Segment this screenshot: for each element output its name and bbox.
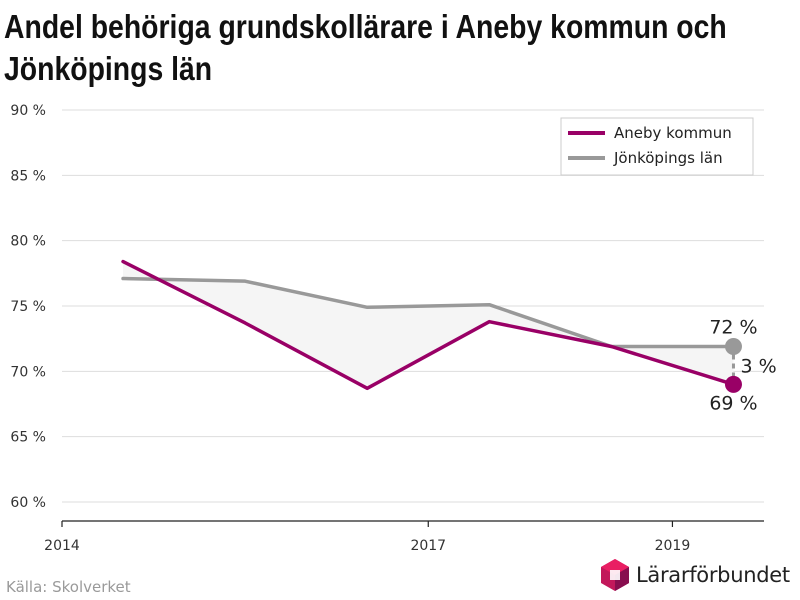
legend-item-aneby-label: Aneby kommun <box>614 124 732 142</box>
x-tick-labels: 2014 2017 2019 <box>44 538 690 554</box>
y-tick-label: 70 % <box>10 364 46 380</box>
y-tick-label: 85 % <box>10 168 46 184</box>
y-tick-label: 90 % <box>10 103 46 119</box>
x-tick-label: 2019 <box>655 538 691 554</box>
x-tick-label: 2014 <box>44 538 80 554</box>
source-note: Källa: Skolverket <box>6 578 131 596</box>
difference-area <box>123 261 734 389</box>
y-tick-label: 75 % <box>10 299 46 315</box>
difference-label: 3 % <box>740 355 776 377</box>
aneby-end-point <box>724 375 742 393</box>
end-annotations: 72 % 69 % 3 % <box>709 317 776 415</box>
logo: Lärarförbundet <box>600 556 790 594</box>
chart-title-text: Andel behöriga grundskollärare i Aneby k… <box>4 8 727 87</box>
x-axis <box>61 520 764 527</box>
y-tick-label: 60 % <box>10 495 46 511</box>
series-lines <box>121 259 736 391</box>
legend: Aneby kommun Jönköpings län <box>560 117 754 176</box>
jonkoping-line <box>121 276 736 349</box>
y-tick-labels: 60 % 65 % 70 % 75 % 80 % 85 % 90 % <box>10 103 46 511</box>
y-tick-label: 65 % <box>10 430 46 446</box>
aneby-end-label: 69 % <box>709 392 757 414</box>
legend-item-jonkoping-label: Jönköpings län <box>613 149 723 167</box>
x-tick-label: 2017 <box>410 538 446 554</box>
jonkoping-end-label: 72 % <box>709 317 757 339</box>
chart-title: Andel behöriga grundskollärare i Aneby k… <box>4 6 727 90</box>
jonkoping-end-point <box>724 338 742 356</box>
logo-text: Lärarförbundet <box>636 563 790 587</box>
aneby-line <box>121 259 736 391</box>
hexagon-logo-icon <box>601 559 629 591</box>
legend-box <box>560 117 754 176</box>
y-tick-label: 80 % <box>10 234 46 250</box>
